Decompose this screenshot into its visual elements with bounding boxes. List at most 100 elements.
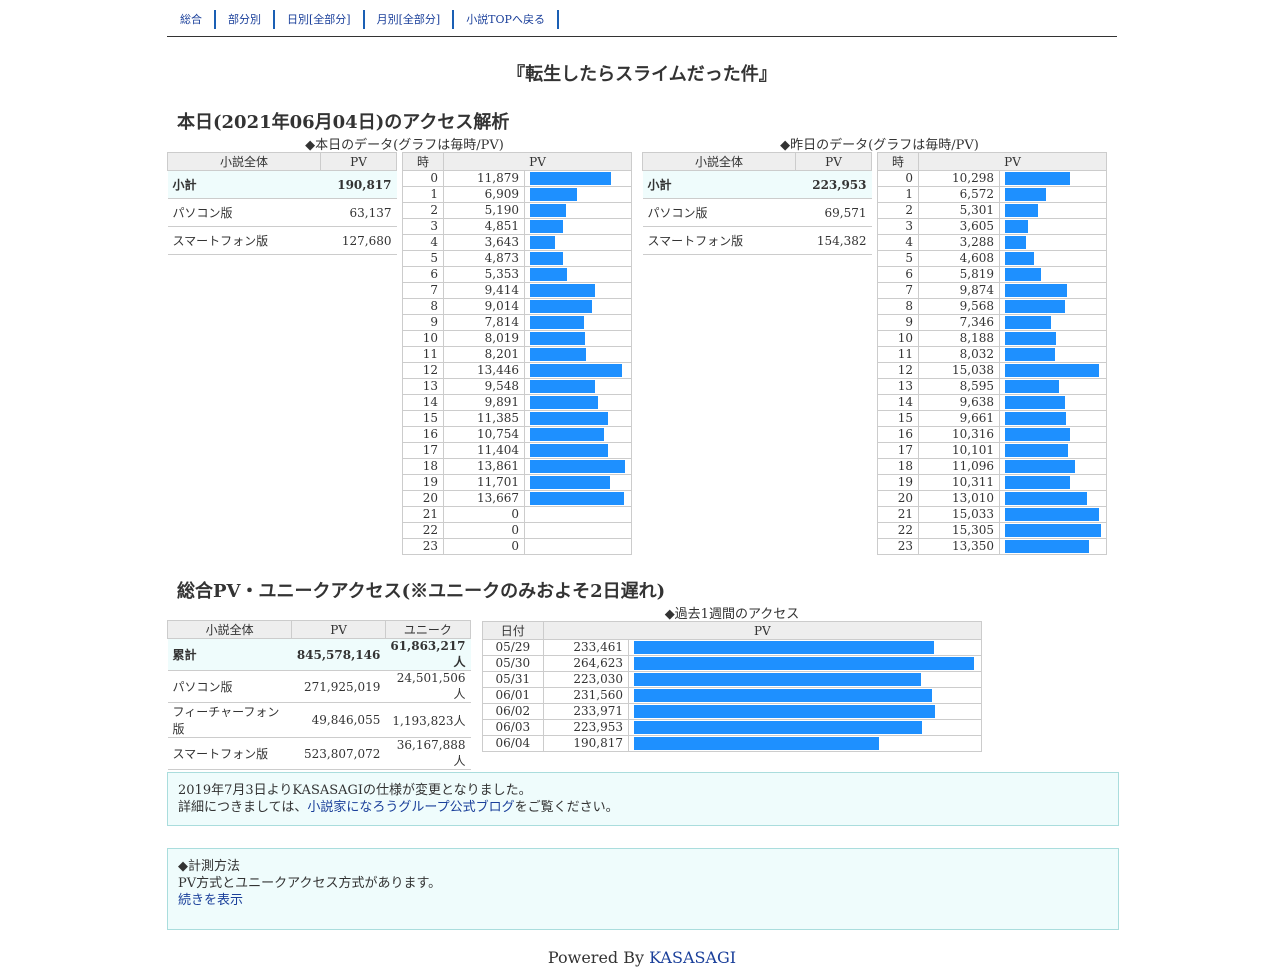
header-hour: 時 [877, 152, 919, 171]
hour-row: 10 8,188 [877, 330, 1107, 347]
nav-link-daily[interactable]: 日別[全部分] [287, 13, 351, 26]
bar-cell [524, 218, 632, 235]
total-summary-table: 小説全体 PV ユニーク 累計 845,578,146 61,863,217人 … [166, 620, 472, 770]
bar-cell [524, 426, 632, 443]
hour-cell: 7 [877, 282, 919, 299]
pv-cell: 15,033 [918, 506, 1000, 523]
pv-cell: 13,667 [443, 490, 525, 507]
hour-row: 11 8,032 [877, 346, 1107, 363]
hour-row: 20 13,667 [402, 490, 632, 507]
pv-bar [1005, 252, 1034, 265]
hour-row: 18 11,096 [877, 458, 1107, 475]
header-pv: PV [443, 152, 632, 171]
nav-item-overall[interactable]: 総合 [167, 10, 216, 29]
nav-item-novel-top[interactable]: 小説TOPへ戻る [454, 10, 559, 29]
hour-row: 19 11,701 [402, 474, 632, 491]
row-pv: 154,382 [795, 226, 872, 255]
row-label: 累計 [167, 638, 292, 671]
hour-cell: 12 [877, 362, 919, 379]
row-unique: 24,501,506人 [385, 670, 471, 703]
pv-bar [1005, 188, 1046, 201]
table-row: パソコン版 69,571 [642, 198, 872, 227]
pv-bar [1005, 380, 1059, 393]
row-label: パソコン版 [167, 670, 292, 703]
hour-cell: 20 [402, 490, 444, 507]
hour-cell: 1 [877, 186, 919, 203]
table-row: 小計 223,953 [642, 170, 872, 199]
bar-cell [524, 410, 632, 427]
nav-item-daily[interactable]: 日別[全部分] [275, 10, 365, 29]
pv-bar [1005, 300, 1065, 313]
pv-bar [634, 705, 936, 718]
blog-link[interactable]: 小説家になろうグループ公式ブログ [307, 800, 515, 815]
hour-cell: 17 [877, 442, 919, 459]
bar-cell [524, 282, 632, 299]
hour-cell: 11 [402, 346, 444, 363]
hour-cell: 7 [402, 282, 444, 299]
nav-link-novel-top[interactable]: 小説TOPへ戻る [466, 13, 545, 26]
pv-bar [634, 673, 922, 686]
pv-bar [634, 689, 933, 702]
row-label: パソコン版 [167, 198, 321, 227]
nav-link-by-part[interactable]: 部分別 [228, 13, 261, 26]
row-pv: 63,137 [320, 198, 397, 227]
pv-bar [1005, 220, 1028, 233]
pv-bar [1005, 236, 1026, 249]
today-caption: ◆本日のデータ(グラフは毎時/PV) [305, 138, 504, 153]
pv-cell: 3,605 [918, 218, 1000, 235]
show-more-link[interactable]: 続きを表示 [178, 893, 244, 908]
bar-cell [628, 639, 982, 656]
pv-cell: 11,096 [918, 458, 1000, 475]
yesterday-hourly-table: 時 PV 0 10,298 1 6,572 2 5,301 3 3,605 4 3,288 5 4,6… [877, 152, 1107, 555]
nav-link-monthly[interactable]: 月別[全部分] [376, 13, 441, 26]
hour-cell: 19 [877, 474, 919, 491]
pv-bar [530, 332, 585, 345]
notice-line-1: 2019年7月3日よりKASASAGIの仕様が変更となりました。 [178, 783, 532, 798]
footer-prefix: Powered By [547, 948, 650, 967]
pv-cell: 9,548 [443, 378, 525, 395]
pv-cell: 6,909 [443, 186, 525, 203]
pv-cell: 4,873 [443, 250, 525, 267]
bar-cell [524, 538, 632, 555]
table-row: フィーチャーフォン版 49,846,055 1,193,823人 [167, 702, 471, 738]
hour-cell: 5 [877, 250, 919, 267]
week-row: 05/30 264,623 [482, 655, 982, 672]
nav-link-overall[interactable]: 総合 [180, 13, 202, 26]
pv-bar [1005, 396, 1065, 409]
bar-cell [999, 458, 1107, 475]
hour-row: 5 4,873 [402, 250, 632, 267]
bar-cell [524, 458, 632, 475]
pv-bar [530, 188, 577, 201]
date-cell: 05/30 [482, 655, 544, 672]
bar-cell [999, 330, 1107, 347]
bar-cell [999, 378, 1107, 395]
nav-item-by-part[interactable]: 部分別 [216, 10, 275, 29]
hour-cell: 23 [402, 538, 444, 555]
hour-row: 12 15,038 [877, 362, 1107, 379]
bar-cell [999, 346, 1107, 363]
pv-cell: 3,288 [918, 234, 1000, 251]
pv-bar [530, 412, 608, 425]
bar-cell [999, 314, 1107, 331]
pv-cell: 10,311 [918, 474, 1000, 491]
kasasagi-link[interactable]: KASASAGI [649, 948, 737, 967]
pv-cell: 3,643 [443, 234, 525, 251]
hour-row: 2 5,301 [877, 202, 1107, 219]
hour-cell: 16 [402, 426, 444, 443]
hour-cell: 22 [877, 522, 919, 539]
hour-row: 4 3,288 [877, 234, 1107, 251]
hour-row: 23 0 [402, 538, 632, 555]
notice-text-before: 詳細につきましては、 [178, 800, 308, 815]
nav-item-monthly[interactable]: 月別[全部分] [365, 10, 455, 29]
pv-cell: 10,316 [918, 426, 1000, 443]
week-row: 06/04 190,817 [482, 735, 982, 752]
row-label: 小計 [167, 170, 321, 199]
today-summary-table: 小説全体 PV 小計 190,817 パソコン版 63,137 スマートフォン版… [167, 152, 397, 255]
novel-title: 『転生したらスライムだった件』 [507, 64, 777, 85]
pv-cell: 6,572 [918, 186, 1000, 203]
hour-row: 10 8,019 [402, 330, 632, 347]
week-table: 日付 PV 05/29 233,461 05/30 264,623 05/31 223,0… [482, 621, 983, 752]
pv-cell: 13,010 [918, 490, 1000, 507]
pv-bar [530, 236, 555, 249]
bar-cell [524, 394, 632, 411]
